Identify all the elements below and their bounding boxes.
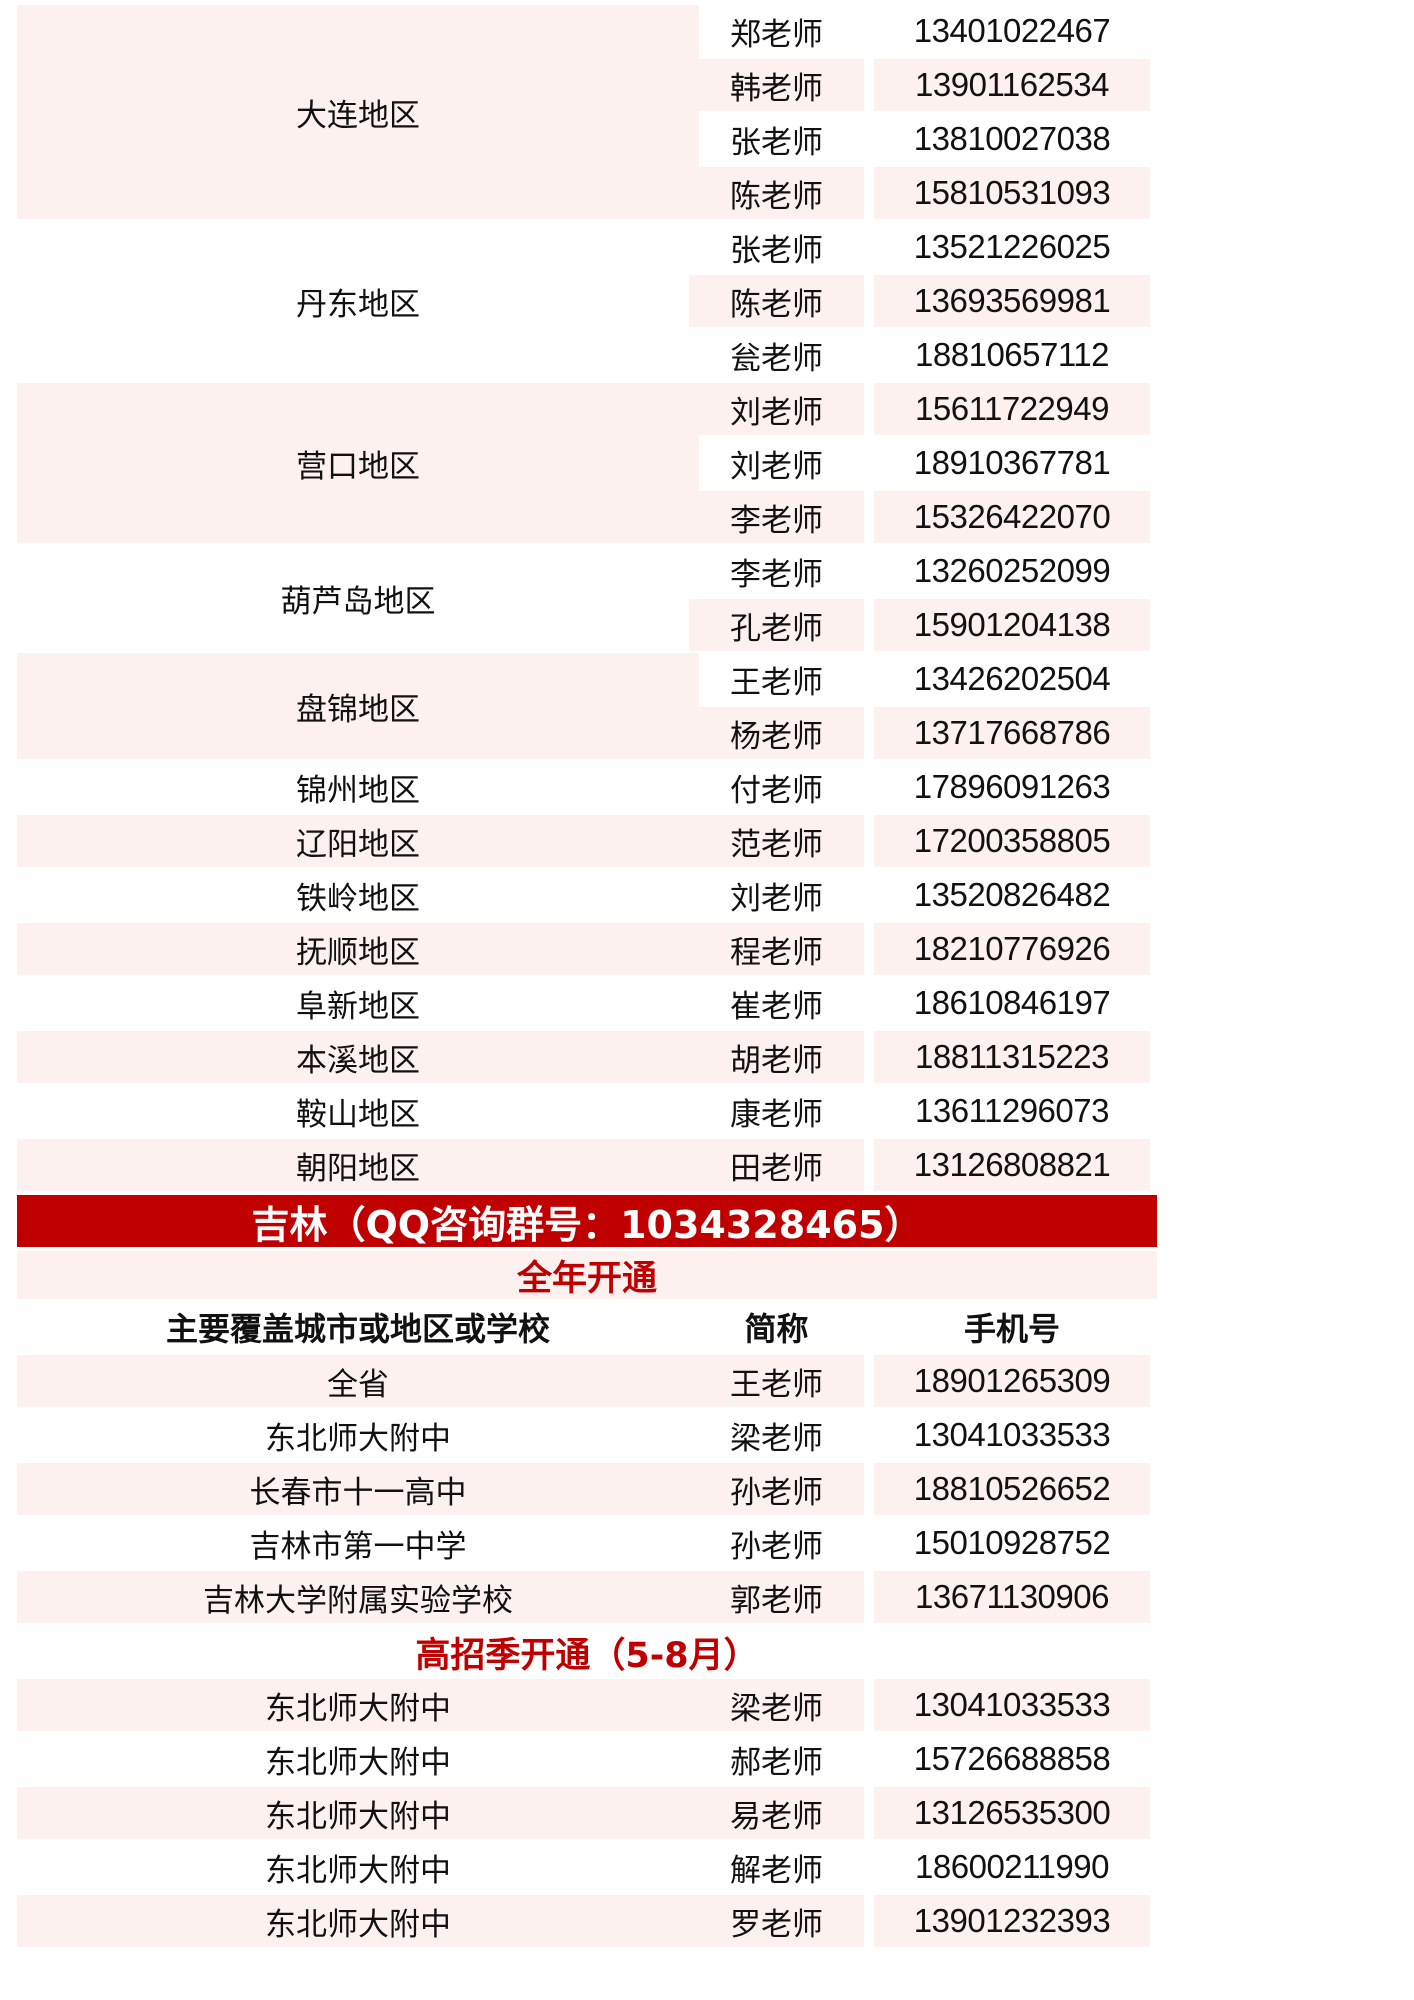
teacher-name: 王老师 (689, 1355, 864, 1407)
phone-number: 13041033533 (874, 1679, 1150, 1731)
teacher-name: 梁老师 (730, 1420, 823, 1457)
phone-number: 13671130906 (874, 1571, 1150, 1623)
teacher-name: 付老师 (730, 772, 823, 809)
phone-number: 13126808821 (874, 1139, 1150, 1191)
phone-number: 18910367781 (913, 444, 1111, 481)
teacher-name: 郝老师 (730, 1744, 823, 1781)
region-cell: 葫芦岛地区 (280, 583, 436, 620)
phone-number: 18811315223 (874, 1031, 1150, 1083)
phone-number: 13810027038 (913, 120, 1111, 157)
column-header: 手机号 (963, 1310, 1060, 1348)
teacher-name: 程老师 (689, 923, 864, 975)
phone-number: 13901162534 (874, 59, 1150, 111)
teacher-name: 陈老师 (689, 275, 864, 327)
school-cell: 东北师大附中 (265, 1852, 451, 1889)
phone-number: 13426202504 (913, 660, 1111, 697)
teacher-name: 韩老师 (689, 59, 864, 111)
phone-number: 13401022467 (913, 12, 1111, 49)
region-cell: 大连地区 (17, 5, 699, 219)
teacher-name: 崔老师 (730, 988, 823, 1025)
teacher-name: 李老师 (689, 491, 864, 543)
region-cell: 锦州地区 (296, 772, 420, 809)
teacher-name: 解老师 (730, 1852, 823, 1889)
teacher-name: 张老师 (730, 232, 823, 269)
school-cell: 东北师大附中 (265, 1420, 451, 1457)
phone-number: 15326422070 (874, 491, 1150, 543)
teacher-name: 罗老师 (689, 1895, 864, 1947)
teacher-name: 郭老师 (689, 1571, 864, 1623)
teacher-name: 孙老师 (730, 1528, 823, 1565)
school-cell: 东北师大附中 (17, 1787, 699, 1839)
region-cell: 抚顺地区 (17, 923, 699, 975)
region-cell: 朝阳地区 (17, 1139, 699, 1191)
region-cell: 辽阳地区 (17, 815, 699, 867)
region-cell: 盘锦地区 (17, 653, 699, 759)
phone-number: 17200358805 (874, 815, 1150, 867)
phone-number: 13041033533 (913, 1416, 1111, 1453)
phone-number: 18210776926 (874, 923, 1150, 975)
teacher-name: 瓮老师 (730, 340, 823, 377)
phone-number: 18810657112 (915, 336, 1109, 373)
teacher-name: 胡老师 (689, 1031, 864, 1083)
teacher-name: 刘老师 (689, 383, 864, 435)
section-title-full-year: 全年开通 (17, 1251, 1157, 1299)
teacher-name: 孔老师 (689, 599, 864, 651)
school-cell: 长春市十一高中 (17, 1463, 699, 1515)
region-cell: 本溪地区 (17, 1031, 699, 1083)
region-cell: 丹东地区 (296, 286, 420, 323)
region-cell: 营口地区 (17, 383, 699, 543)
phone-number: 17896091263 (913, 768, 1111, 805)
column-header: 主要覆盖城市或地区或学校 (165, 1310, 550, 1348)
phone-number: 18600211990 (915, 1848, 1109, 1885)
teacher-name: 刘老师 (730, 880, 823, 917)
phone-number: 15726688858 (913, 1740, 1111, 1777)
phone-number: 13717668786 (874, 707, 1150, 759)
phone-number: 13901232393 (874, 1895, 1150, 1947)
phone-number: 13260252099 (913, 552, 1111, 589)
phone-number: 13693569981 (874, 275, 1150, 327)
province-banner-jilin: 吉林（QQ咨询群号：1034328465） (17, 1195, 1157, 1247)
phone-number: 13521226025 (913, 228, 1111, 265)
teacher-name: 梁老师 (689, 1679, 864, 1731)
school-cell: 东北师大附中 (17, 1679, 699, 1731)
teacher-name: 康老师 (730, 1096, 823, 1133)
phone-number: 18901265309 (874, 1355, 1150, 1407)
phone-number: 15010928752 (913, 1524, 1111, 1561)
phone-number: 18810526652 (874, 1463, 1150, 1515)
teacher-name: 王老师 (730, 664, 823, 701)
phone-number: 15901204138 (874, 599, 1150, 651)
teacher-name: 李老师 (730, 556, 823, 593)
region-cell: 鞍山地区 (296, 1096, 420, 1133)
phone-number: 18610846197 (913, 984, 1111, 1021)
teacher-name: 易老师 (689, 1787, 864, 1839)
school-cell: 吉林大学附属实验学校 (17, 1571, 699, 1623)
section-title-season: 高招季开通（5-8月） (415, 1635, 759, 1676)
teacher-name: 范老师 (689, 815, 864, 867)
phone-number: 13520826482 (913, 876, 1111, 913)
region-cell: 阜新地区 (296, 988, 420, 1025)
teacher-name: 张老师 (730, 124, 823, 161)
teacher-name: 杨老师 (689, 707, 864, 759)
school-cell: 东北师大附中 (17, 1895, 699, 1947)
teacher-name: 陈老师 (689, 167, 864, 219)
phone-number: 13126535300 (874, 1787, 1150, 1839)
school-cell: 东北师大附中 (265, 1744, 451, 1781)
teacher-name: 田老师 (689, 1139, 864, 1191)
teacher-name: 孙老师 (689, 1463, 864, 1515)
column-header: 简称 (744, 1310, 809, 1348)
teacher-name: 刘老师 (730, 448, 823, 485)
teacher-name: 郑老师 (730, 16, 823, 53)
phone-number: 15611722949 (874, 383, 1150, 435)
school-cell: 全省 (17, 1355, 699, 1407)
region-cell: 铁岭地区 (296, 880, 420, 917)
phone-number: 15810531093 (874, 167, 1150, 219)
phone-number: 13611296073 (915, 1092, 1109, 1129)
school-cell: 吉林市第一中学 (249, 1528, 467, 1565)
